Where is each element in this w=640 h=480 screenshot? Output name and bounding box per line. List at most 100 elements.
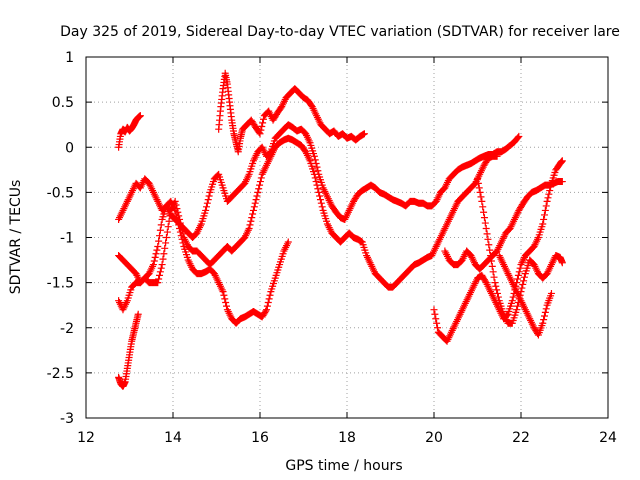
- data-points: [115, 69, 566, 390]
- x-tick-label: 12: [77, 430, 95, 446]
- data-point-marker: [494, 293, 502, 301]
- y-tick-label: -2.5: [47, 366, 74, 382]
- x-tick-label: 14: [164, 430, 182, 446]
- data-point-marker: [540, 316, 548, 324]
- data-point-marker: [542, 202, 550, 210]
- data-point-marker: [205, 192, 213, 200]
- data-point-marker: [314, 167, 322, 175]
- data-point-marker: [258, 122, 266, 130]
- data-point-marker: [152, 250, 160, 258]
- data-point-marker: [256, 181, 264, 189]
- data-point-marker: [250, 203, 258, 211]
- data-point-marker: [484, 235, 492, 243]
- data-point-marker: [508, 297, 516, 305]
- y-tick-label: 1: [65, 50, 74, 66]
- data-point-marker: [313, 181, 321, 189]
- y-tick-label: -2: [60, 321, 74, 337]
- data-point-marker: [518, 284, 526, 292]
- data-point-marker: [264, 298, 272, 306]
- data-point-marker: [162, 239, 170, 247]
- data-point-marker: [539, 319, 547, 327]
- data-point-marker: [156, 271, 164, 279]
- data-point-marker: [165, 217, 173, 225]
- data-point-marker: [249, 210, 257, 218]
- data-point-marker: [159, 255, 167, 263]
- data-point-marker: [558, 259, 566, 267]
- data-point-marker: [311, 156, 319, 164]
- x-tick-label: 22: [512, 430, 530, 446]
- data-point-marker: [477, 193, 485, 201]
- data-point-marker: [316, 196, 324, 204]
- data-point-marker: [476, 188, 484, 196]
- data-point-marker: [219, 288, 227, 296]
- data-point-marker: [479, 203, 487, 211]
- data-point-marker: [222, 298, 230, 306]
- data-point-marker: [488, 262, 496, 270]
- data-point-marker: [263, 302, 271, 310]
- series-8: [430, 157, 566, 345]
- data-point-marker: [317, 199, 325, 207]
- data-point-marker: [509, 293, 517, 301]
- data-point-marker: [247, 217, 255, 225]
- data-point-marker: [545, 190, 553, 198]
- data-point-marker: [153, 246, 161, 254]
- data-point-marker: [177, 232, 185, 240]
- y-tick-label: -1: [60, 231, 74, 247]
- y-tick-label: -0.5: [47, 185, 74, 201]
- data-point-marker: [158, 261, 166, 269]
- data-point-marker: [310, 170, 318, 178]
- data-point-marker: [136, 112, 144, 120]
- data-point-marker: [251, 199, 259, 207]
- data-point-marker: [172, 210, 180, 218]
- data-point-marker: [259, 119, 267, 127]
- data-point-marker: [481, 219, 489, 227]
- data-point-marker: [265, 295, 273, 303]
- data-point-marker: [487, 257, 495, 265]
- y-tick-label: -1.5: [47, 276, 74, 292]
- data-point-marker: [485, 241, 493, 249]
- data-point-marker: [542, 305, 550, 313]
- series-6: [115, 310, 142, 390]
- data-point-marker: [310, 152, 318, 160]
- data-point-marker: [257, 126, 265, 134]
- data-point-marker: [163, 228, 171, 236]
- data-point-marker: [494, 289, 502, 297]
- series-9: [474, 175, 566, 327]
- data-point-marker: [157, 221, 165, 229]
- data-point-marker: [252, 196, 260, 204]
- x-axis-label: GPS time / hours: [285, 458, 402, 474]
- data-point-marker: [155, 237, 163, 245]
- data-point-marker: [202, 203, 210, 211]
- data-point-marker: [253, 192, 261, 200]
- data-point-marker: [156, 268, 164, 276]
- data-point-marker: [433, 319, 441, 327]
- series-7: [441, 178, 566, 273]
- axis-ticks: 12 14 16 18 20 22 24 -3 -2.5 -2 -1.5 -1 -0.5 0 0.5 1: [47, 50, 617, 446]
- data-point-marker: [540, 211, 548, 219]
- data-point-marker: [318, 203, 326, 211]
- data-point-marker: [313, 163, 321, 171]
- data-point-marker: [431, 310, 439, 318]
- data-point-marker: [516, 264, 524, 272]
- data-point-marker: [171, 206, 179, 214]
- data-point-marker: [166, 212, 174, 220]
- data-point-marker: [513, 306, 521, 314]
- data-point-marker: [514, 134, 522, 142]
- data-point-marker: [539, 220, 547, 228]
- data-point-marker: [156, 226, 164, 234]
- data-point-marker: [204, 196, 212, 204]
- data-point-marker: [478, 197, 486, 205]
- data-point-marker: [312, 178, 320, 186]
- data-point-marker: [155, 275, 163, 283]
- data-point-marker: [263, 306, 271, 314]
- data-point-marker: [259, 115, 267, 123]
- data-point-marker: [150, 257, 158, 265]
- data-point-marker: [160, 250, 168, 258]
- data-point-marker: [164, 223, 172, 231]
- x-tick-label: 20: [425, 430, 443, 446]
- data-point-marker: [255, 185, 263, 193]
- data-point-marker: [248, 214, 256, 222]
- data-point-marker: [179, 239, 187, 247]
- data-point-marker: [540, 215, 548, 223]
- data-point-marker: [546, 187, 554, 195]
